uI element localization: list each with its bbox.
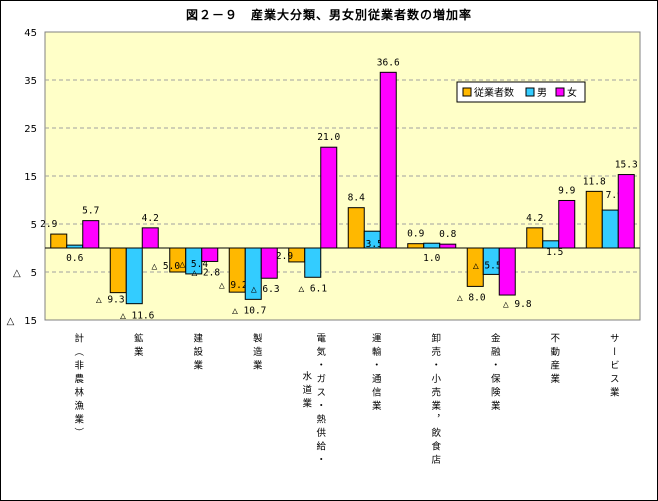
data-label: 0.8 xyxy=(439,229,456,240)
data-label: 0.6 xyxy=(66,253,83,264)
y-tick-label: 25 xyxy=(24,124,37,135)
category-label: 運輸・通信業 xyxy=(370,333,382,414)
data-label: △ 5.0 xyxy=(151,261,180,272)
bar-2 xyxy=(125,247,143,305)
bar-1 xyxy=(109,247,127,294)
category-label: 鉱業 xyxy=(132,332,144,360)
y-tick-label: △ 5 xyxy=(13,268,37,279)
bar-3 xyxy=(617,174,635,249)
category-label: 計（非農林漁業） xyxy=(72,332,84,441)
data-label: 3.5 xyxy=(366,239,383,250)
category-label: 電気・ガス・熱供給・ xyxy=(314,333,326,468)
bar-1 xyxy=(50,233,68,249)
data-label: 21.0 xyxy=(317,132,340,143)
data-label: 1.5 xyxy=(546,247,563,258)
data-label: △ 2.9 xyxy=(264,251,293,262)
category-label: 水道業 xyxy=(300,370,312,411)
y-tick-label: 45 xyxy=(24,28,37,39)
data-label: △ 5.4 xyxy=(179,259,208,270)
data-label: 4.2 xyxy=(526,213,543,224)
y-tick-label: 5 xyxy=(31,220,37,231)
category-label: サービス業 xyxy=(608,333,620,401)
category-label: 卸売・小売業，飲食店 xyxy=(429,332,441,468)
data-label: 11.8 xyxy=(583,176,606,187)
data-label: △ 10.7 xyxy=(232,305,266,316)
data-label: △ 11.6 xyxy=(120,311,155,322)
category-label: 建設業 xyxy=(191,332,203,373)
bar-3 xyxy=(320,146,338,249)
y-tick-label: △ 15 xyxy=(7,316,37,327)
data-label: △ 6.3 xyxy=(251,284,280,295)
legend-box xyxy=(456,81,586,103)
legend-label: 従業者数 xyxy=(474,86,514,99)
data-label: 0.9 xyxy=(407,229,424,240)
data-label: △ 9.3 xyxy=(96,295,125,306)
legend-label: 女 xyxy=(567,86,577,99)
legend-swatch xyxy=(555,87,565,97)
category-label: 金融・保険業 xyxy=(489,332,501,414)
bar-1 xyxy=(407,243,425,249)
bar-2 xyxy=(601,209,619,249)
data-label: △ 8.0 xyxy=(457,292,486,303)
legend-swatch xyxy=(525,87,535,97)
data-label: 9.9 xyxy=(558,185,575,196)
bar-2 xyxy=(304,247,322,278)
bar-3 xyxy=(379,71,397,249)
data-label: 2.9 xyxy=(40,219,57,230)
data-label: 5.7 xyxy=(82,206,99,217)
bar-3 xyxy=(260,247,278,279)
chart-title: 図２－９ 産業大分類、男女別従業者数の増加率 xyxy=(185,8,472,22)
bar-1 xyxy=(526,227,544,249)
bar-3 xyxy=(201,247,219,262)
data-label: △ 6.1 xyxy=(298,283,327,294)
bar-3 xyxy=(82,220,100,249)
bar-1 xyxy=(347,207,365,249)
category-label: 製造業 xyxy=(251,332,263,373)
data-label: △ 9.2 xyxy=(219,280,248,291)
data-label: 7.9 xyxy=(606,190,623,201)
data-label: 15.3 xyxy=(615,160,638,171)
data-label: 8.4 xyxy=(348,193,365,204)
bar-3 xyxy=(439,243,457,249)
bar-3 xyxy=(558,199,576,249)
data-label: 36.6 xyxy=(377,57,400,68)
y-tick-label: 15 xyxy=(24,172,37,183)
data-label: △ 5.5 xyxy=(473,260,502,271)
data-label: 4.2 xyxy=(142,213,159,224)
y-tick-label: 35 xyxy=(24,76,37,87)
bar-2 xyxy=(66,244,84,249)
bar-3 xyxy=(141,227,159,249)
legend-label: 男 xyxy=(537,87,547,99)
bar-1 xyxy=(585,190,603,249)
data-label: △ 9.8 xyxy=(503,299,532,310)
legend-swatch xyxy=(462,87,472,97)
data-label: △ 2.8 xyxy=(191,267,220,278)
bar-2 xyxy=(423,242,441,249)
data-label: 1.0 xyxy=(423,253,440,264)
bar-3 xyxy=(498,247,516,296)
category-label: 不動産業 xyxy=(548,333,560,387)
